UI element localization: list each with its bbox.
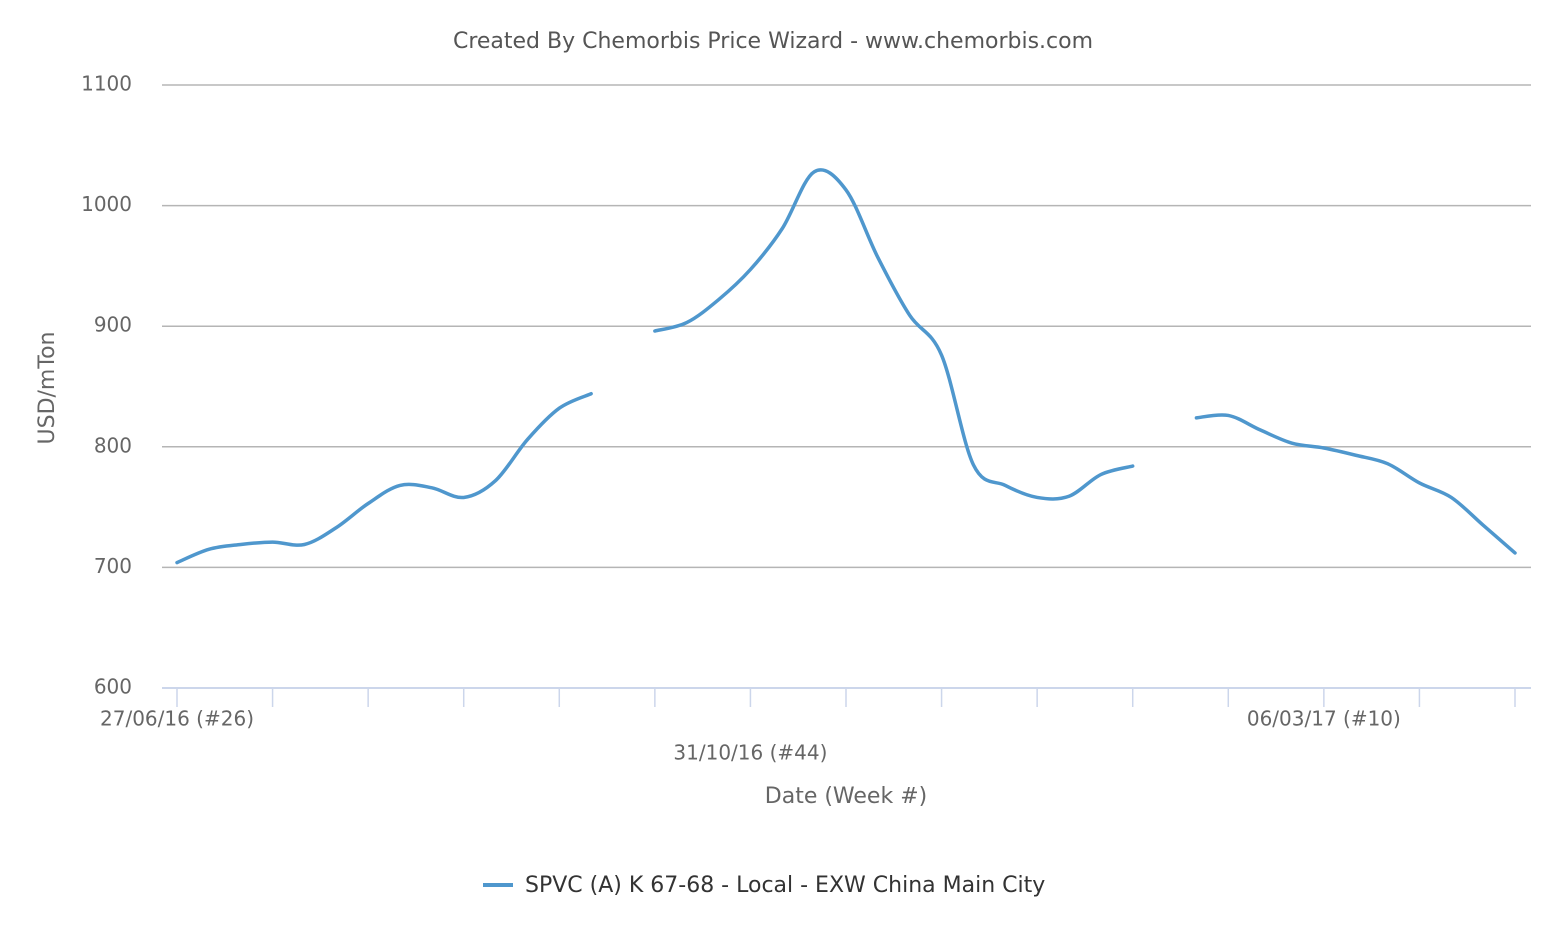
x-tick-label: 31/10/16 (#44)	[673, 741, 827, 765]
y-axis-title: USD/mTon	[35, 332, 60, 445]
x-tick-label: 06/03/17 (#10)	[1247, 707, 1401, 731]
chart-title: Created By Chemorbis Price Wizard - www.…	[453, 29, 1093, 54]
y-tick-label: 900	[94, 313, 132, 337]
x-tick-label: 27/06/16 (#26)	[100, 707, 254, 731]
y-tick-label: 600	[94, 675, 132, 699]
data-line	[175, 168, 1517, 565]
y-tick-label: 800	[94, 433, 132, 457]
y-tick-label: 1000	[81, 192, 132, 216]
y-tick-label: 700	[94, 554, 132, 578]
x-axis-title: Date (Week #)	[765, 784, 927, 809]
y-tick-label: 1100	[81, 72, 132, 96]
legend-label: SPVC (A) K 67-68 - Local - EXW China Mai…	[525, 873, 1045, 898]
